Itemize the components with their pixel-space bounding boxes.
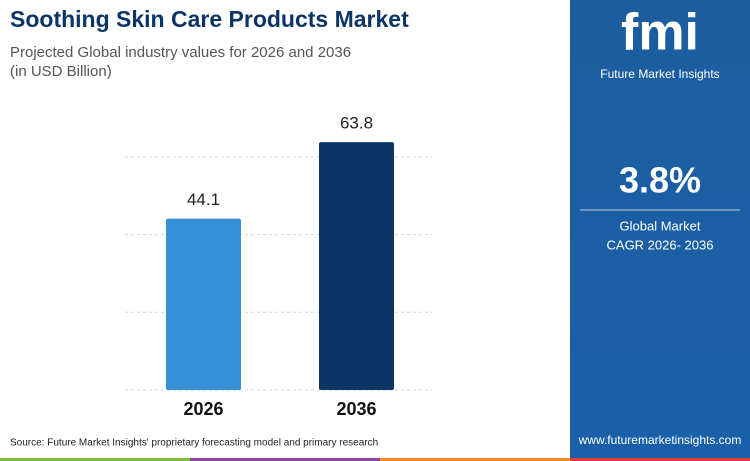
side-panel — [570, 0, 750, 458]
data-label: 63.8 — [340, 114, 373, 133]
cagr-caption: CAGR 2026- 2036 — [607, 237, 714, 252]
source: Source: Future Market Insights' propriet… — [10, 438, 378, 449]
bar — [319, 142, 394, 390]
website: www.futuremarketinsights.com — [578, 433, 742, 447]
data-label: 44.1 — [187, 190, 220, 209]
brand: Future Market Insights — [600, 67, 719, 81]
subtitle: Projected Global industry values for 202… — [10, 44, 351, 61]
subtitle: (in USD Billion) — [10, 63, 112, 80]
color-strip — [0, 458, 750, 461]
x-tick-label: 2036 — [336, 399, 376, 419]
cagr-caption: Global Market — [620, 218, 701, 233]
x-tick-label: 2026 — [183, 399, 223, 419]
cagr-value: 3.8% — [619, 160, 701, 201]
chart-title: Soothing Skin Care Products Market — [10, 6, 409, 32]
logo: fmi — [621, 4, 699, 62]
bar — [166, 218, 241, 390]
